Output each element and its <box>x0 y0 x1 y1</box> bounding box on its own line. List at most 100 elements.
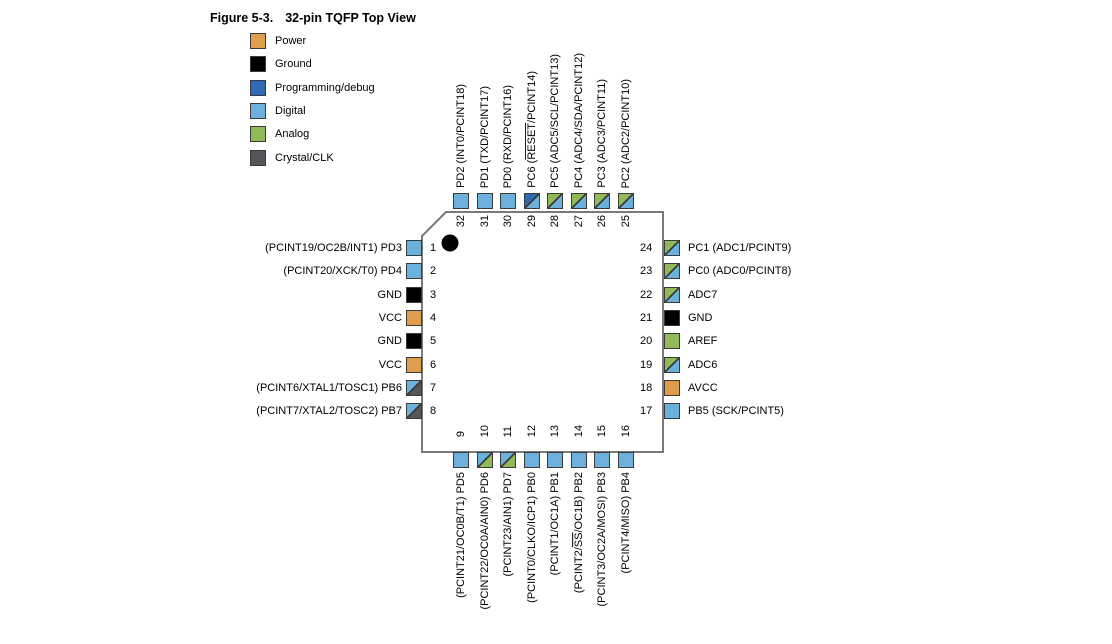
pin-label-32: PD2 (INT0/PCINT18) <box>455 84 467 188</box>
pin-square-12 <box>524 452 540 468</box>
pin-square-26 <box>594 193 610 209</box>
pin-square-28 <box>547 193 563 209</box>
figure-caption: 32-pin TQFP Top View <box>285 11 416 25</box>
pin-square-2 <box>406 263 422 279</box>
legend-label-analog: Analog <box>275 128 310 140</box>
pin-number-18: 18 <box>640 382 653 394</box>
pin-number-6: 6 <box>430 359 437 371</box>
pin-square-22 <box>664 287 680 303</box>
pin-label-3: GND <box>377 289 402 301</box>
pin-label-17: PB5 (SCK/PCINT5) <box>688 405 784 417</box>
pin-number-1: 1 <box>430 242 437 254</box>
legend-label-power: Power <box>275 35 307 47</box>
pin-square-9 <box>453 452 469 468</box>
pin-label-29: PC6 (RESET/PCINT14) <box>525 71 539 188</box>
pin-square-19 <box>664 357 680 373</box>
pin-label-5: GND <box>377 335 402 347</box>
pin-square-10 <box>477 452 493 468</box>
pin-label-24: PC1 (ADC1/PCINT9) <box>688 242 792 254</box>
pin-number-10: 10 <box>479 424 491 437</box>
pin-square-4 <box>406 310 422 326</box>
pin-square-32 <box>453 193 469 209</box>
pin-label-14: (PCINT2/SS/OC1B) PB2 <box>572 472 586 593</box>
pin-label-22: ADC7 <box>688 289 718 301</box>
legend-label-ground: Ground <box>275 58 312 70</box>
legend-swatch-ground <box>250 56 266 72</box>
pin-label-25: PC2 (ADC2/PCINT10) <box>620 78 632 188</box>
pin-label-16: (PCINT4/MISO) PB4 <box>620 472 632 574</box>
legend-swatch-digital <box>250 103 266 119</box>
pin-number-31: 31 <box>479 215 491 228</box>
pin-label-31: PD1 (TXD/PCINT17) <box>479 85 491 188</box>
pin-number-25: 25 <box>620 215 632 228</box>
pin-number-13: 13 <box>549 424 561 437</box>
pin-number-8: 8 <box>430 405 437 417</box>
pin-number-22: 22 <box>640 289 653 301</box>
pin-number-26: 26 <box>596 215 608 228</box>
pin-label-4: VCC <box>378 312 402 324</box>
pin-label-28: PC5 (ADC5/SCL/PCINT13) <box>549 54 561 188</box>
pin-label-7: (PCINT6/XTAL1/TOSC1) PB6 <box>256 382 402 394</box>
pin-number-20: 20 <box>640 335 653 347</box>
pin-label-20: AREF <box>688 335 718 347</box>
pin-label-14-pre: (PCINT2/ <box>573 547 585 594</box>
pin-label-14-post: /OC1B) PB2 <box>573 472 585 533</box>
chip-body <box>421 211 664 453</box>
pin-square-31 <box>477 193 493 209</box>
pin-square-20 <box>664 333 680 349</box>
pin-square-23 <box>664 263 680 279</box>
legend-label-crystal-clk: Crystal/CLK <box>275 152 334 164</box>
pin-label-15: (PCINT3/OC2A/MOSI) PB3 <box>596 472 608 607</box>
pin-number-32: 32 <box>455 215 467 228</box>
pin-number-5: 5 <box>430 335 437 347</box>
legend-label-programming-debug: Programming/debug <box>275 82 375 94</box>
legend-swatch-analog <box>250 126 266 142</box>
pin-number-19: 19 <box>640 359 653 371</box>
pin-label-26: PC3 (ADC3/PCINT11) <box>596 79 608 188</box>
pin-label-29-post: /PCINT14) <box>526 71 538 124</box>
figure-number: Figure 5-3. <box>210 11 274 25</box>
pin-number-11: 11 <box>502 425 514 437</box>
legend-swatch-power <box>250 33 266 49</box>
pin-label-29-pre: PC6 ( <box>526 159 538 188</box>
pin-square-14 <box>571 452 587 468</box>
pin-number-29: 29 <box>526 215 538 228</box>
pin-number-17: 17 <box>640 405 653 417</box>
pin-number-4: 4 <box>430 312 437 324</box>
pin-number-24: 24 <box>640 242 653 254</box>
pin-square-13 <box>547 452 563 468</box>
pin-square-3 <box>406 287 422 303</box>
pin-label-1: (PCINT19/OC2B/INT1) PD3 <box>265 242 402 254</box>
pin-square-15 <box>594 452 610 468</box>
pin-number-16: 16 <box>620 424 632 437</box>
pin-label-23: PC0 (ADC0/PCINT8) <box>688 265 792 277</box>
pin-number-28: 28 <box>549 215 561 228</box>
pin-square-24 <box>664 240 680 256</box>
chip-outline <box>421 211 664 453</box>
pin-label-8: (PCINT7/XTAL2/TOSC2) PB7 <box>256 405 402 417</box>
pin-square-18 <box>664 380 680 396</box>
pin-number-23: 23 <box>640 265 653 277</box>
legend-label-digital: Digital <box>275 105 306 117</box>
pin-square-29 <box>524 193 540 209</box>
pin-label-2: (PCINT20/XCK/T0) PD4 <box>283 265 402 277</box>
pin-number-2: 2 <box>430 265 437 277</box>
pin-label-11: (PCINT23/AIN1) PD7 <box>502 472 514 577</box>
pin-square-27 <box>571 193 587 209</box>
pin-label-14-ss: SS <box>573 532 585 548</box>
pin-square-8 <box>406 403 422 419</box>
pin-square-25 <box>618 193 634 209</box>
pin-number-15: 15 <box>596 424 608 437</box>
pin-square-1 <box>406 240 422 256</box>
pin-square-11 <box>500 452 516 468</box>
pin-square-5 <box>406 333 422 349</box>
pin-number-3: 3 <box>430 289 437 301</box>
pin-square-16 <box>618 452 634 468</box>
pin-label-6: VCC <box>378 359 402 371</box>
pin-label-21: GND <box>688 312 713 324</box>
pin-square-7 <box>406 380 422 396</box>
pin-label-9: (PCINT21/OC0B/T1) PD5 <box>455 472 467 598</box>
pin-number-9: 9 <box>455 430 467 437</box>
pin-number-14: 14 <box>573 424 585 437</box>
